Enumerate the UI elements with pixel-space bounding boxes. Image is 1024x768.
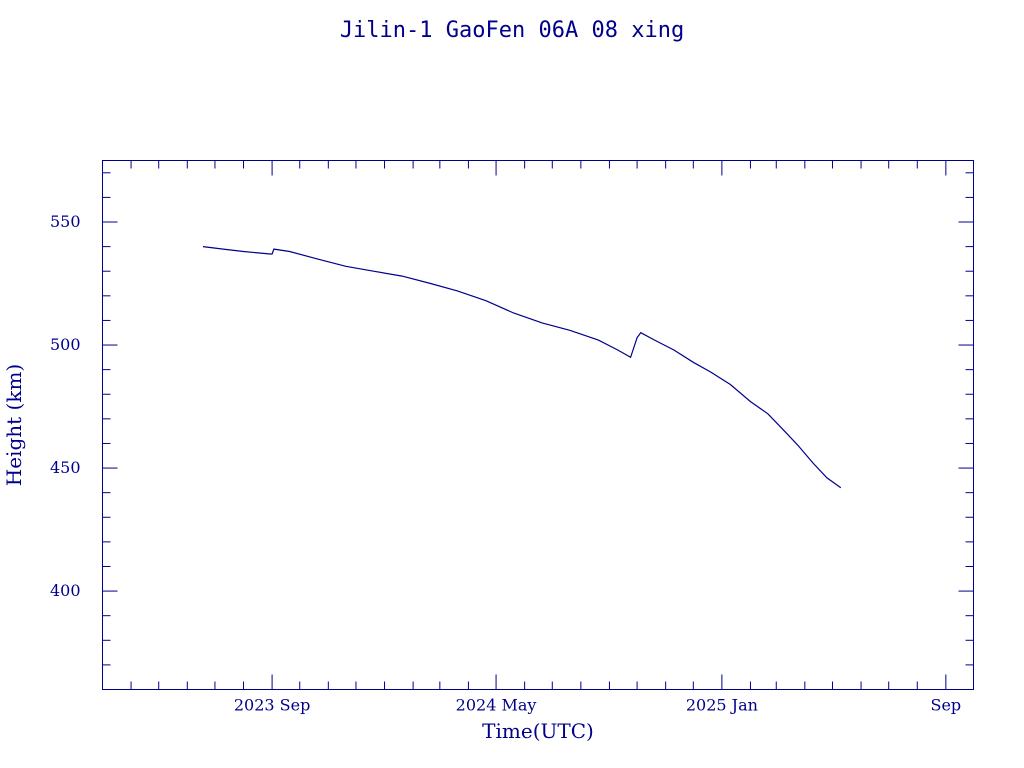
- x-axis-label: Time(UTC): [482, 719, 594, 743]
- y-tick-label: 400: [50, 581, 81, 600]
- y-tick-label: 500: [50, 335, 81, 354]
- y-axis-label: Height (km): [2, 364, 26, 486]
- x-tick-label: 2023 Sep: [234, 696, 310, 715]
- y-tick-label: 550: [50, 212, 81, 231]
- axis-ticks: [102, 160, 974, 690]
- chart-title: Jilin-1 GaoFen 06A 08 xing: [340, 18, 684, 43]
- x-tick-label: 2025 Jan: [686, 696, 758, 715]
- y-tick-label: 450: [50, 458, 81, 477]
- axis-tick-labels: 400 450 500 550 2023 Sep 2024 May 2025 Jan Sep: [50, 212, 961, 714]
- series-line: [202, 246, 842, 489]
- x-tick-label: 2024 May: [456, 696, 537, 715]
- plot-frame: [102, 160, 974, 690]
- x-tick-label: Sep: [931, 696, 962, 715]
